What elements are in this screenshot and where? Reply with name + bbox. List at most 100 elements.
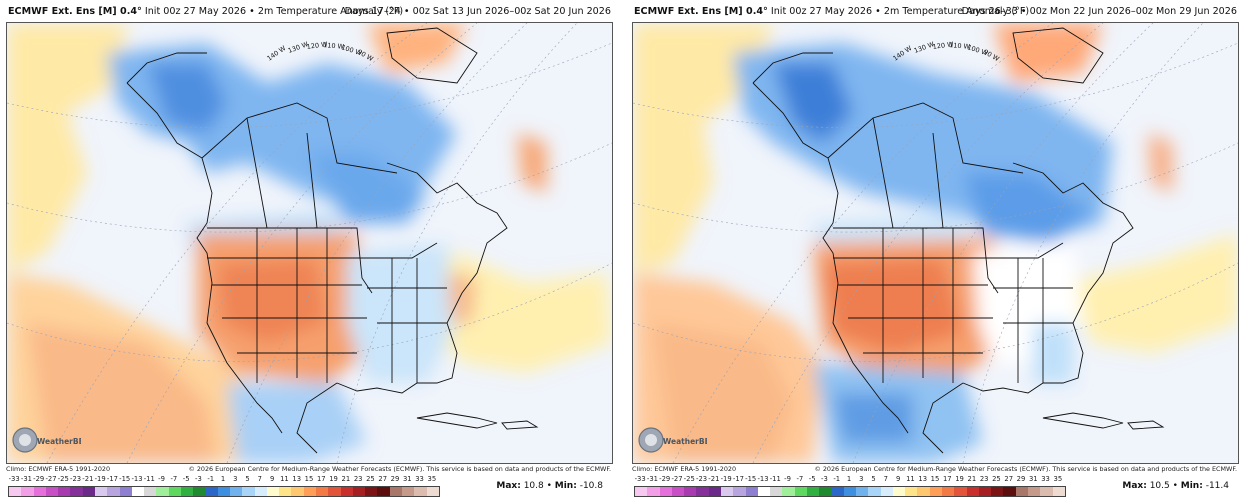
copyright-text: © 2026 European Centre for Medium-Range … (814, 465, 1237, 473)
colorbar-tick-label: -3 (195, 475, 202, 483)
colorbar-swatch (426, 487, 439, 496)
colorbar-swatch (1052, 487, 1065, 496)
colorbar-swatch (70, 487, 83, 496)
weatherbell-logo: WeatherBELL (12, 427, 81, 453)
colorbar: -33 -31 -29 -27 -25 -23 -21 -19 -17 -15 -13 -11 -9 -7… (634, 475, 1066, 501)
lon-label: 120 W (932, 40, 954, 51)
colorbar-tick-label: 13 (292, 475, 302, 483)
colorbar-swatch (230, 487, 243, 496)
colorbar-tick-label: 23 (979, 475, 989, 483)
colorbar-swatch (635, 487, 648, 496)
colorbar-tick-label: 25 (992, 475, 1001, 483)
colorbar-swatch (905, 487, 918, 496)
colorbar-tick-label: 31 (402, 475, 412, 483)
colorbar-tick-label: 5 (871, 475, 876, 483)
forecast-panel-1: ECMWF Ext. Ens [M] 0.4° Init 00z 27 May … (0, 0, 617, 504)
colorbar-tick-label: 21 (341, 475, 351, 483)
colorbar-tick-label: -19 (94, 475, 106, 483)
colorbar-swatch (340, 487, 353, 496)
colorbar-tick-label: 17 (942, 475, 952, 483)
colorbar-tick-label: -21 (708, 475, 720, 483)
colorbar-swatch (21, 487, 34, 496)
valid-period: Days 26–33 • 00z Mon 22 Jun 2026–00z Mon… (961, 6, 1237, 17)
colorbar-swatch (1015, 487, 1028, 496)
colorbar-tick-label: 35 (427, 475, 437, 483)
colorbar-swatch (144, 487, 157, 496)
colorbar-tick-label: -27 (671, 475, 683, 483)
colorbar-swatch (242, 487, 255, 496)
colorbar-tick-label: -11 (769, 475, 781, 483)
colorbar-tick-label: 17 (316, 475, 326, 483)
colorbar-swatch (316, 487, 329, 496)
colorbar-tick-label: 11 (906, 475, 915, 483)
colorbar-tick-label: -31 (646, 475, 658, 483)
colorbar-swatch (892, 487, 906, 496)
colorbar-tick-label: 23 (353, 475, 363, 483)
colorbar-swatch (708, 487, 721, 496)
anomaly-map[interactable]: 140 W 130 W 120 W 110 W 100 W 90 W Weath… (632, 22, 1239, 464)
colorbar-tick-label: 33 (1041, 475, 1050, 483)
colorbar-tick-label: 29 (390, 475, 400, 483)
colorbar-tick-label: -7 (170, 475, 178, 483)
colorbar-tick-label: 15 (930, 475, 940, 483)
colorbar-swatch (328, 487, 341, 496)
colorbar-tick-label: 31 (1028, 475, 1038, 483)
max-value: 10.8 (523, 481, 544, 491)
colorbar-tick-label: -17 (732, 475, 744, 483)
colorbar-swatch (82, 487, 95, 496)
lon-label: 120 W (306, 40, 328, 51)
colorbar-swatch (684, 487, 697, 496)
colorbar-swatch (966, 487, 979, 496)
colorbar-tick-label: -1 (207, 475, 215, 483)
colorbar-swatch (929, 487, 943, 496)
colorbar-swatch (33, 487, 46, 496)
colorbar-swatch (806, 487, 820, 496)
colorbar-swatch (733, 487, 746, 496)
colorbar-swatch (377, 487, 390, 496)
colorbar-tick-label: 13 (918, 475, 928, 483)
colorbar-tick-label: 25 (366, 475, 375, 483)
colorbar-swatch (352, 487, 366, 496)
colorbar-swatch (217, 487, 231, 496)
panel-header: ECMWF Ext. Ens [M] 0.4° Init 00z 27 May … (632, 4, 1237, 20)
climo-credit: Climo: ECMWF ERA-5 1991-2020 (632, 465, 737, 473)
colorbar-tick-label: 1 (846, 475, 852, 483)
weatherbell-logo: WeatherBELL (638, 427, 707, 453)
colorbar-swatch (168, 487, 181, 496)
colorbar-swatch (745, 487, 758, 496)
colorbar-swatch (696, 487, 709, 496)
colorbar-swatch (954, 487, 967, 496)
logo-wordmark: WeatherBELL (663, 437, 707, 446)
map-canvas: 140 W 130 W 120 W 110 W 100 W 90 W (633, 23, 1238, 463)
min-value: -11.4 (1205, 481, 1229, 491)
colorbar-tick-label: -33 (634, 475, 646, 483)
colorbar-swatch (119, 487, 132, 496)
panel-title: ECMWF Ext. Ens [M] 0.4° Init 00z 27 May … (8, 6, 404, 17)
colorbar-tick-label: -15 (119, 475, 131, 483)
colorbar-tick-label: -31 (20, 475, 32, 483)
colorbar-ticks: -33 -31 -29 -27 -25 -23 -21 -19 -17 -15 -13 -11 -9 -7… (8, 475, 438, 485)
lon-label: 110 W (323, 41, 345, 51)
colorbar-swatch (770, 487, 783, 496)
colorbar-tick-label: -1 (833, 475, 841, 483)
colorbar-swatch (917, 487, 930, 496)
colorbar-swatch (978, 487, 992, 496)
colorbar-tick-label: 7 (257, 475, 263, 483)
colorbar-tick-label: -3 (821, 475, 828, 483)
colorbar-swatch (180, 487, 194, 496)
colorbar-swatch (991, 487, 1004, 496)
colorbar-tick-label: 9 (269, 475, 275, 483)
colorbar-swatch (1040, 487, 1053, 496)
max-value: 10.5 (1149, 481, 1170, 491)
colorbar-tick-label: 3 (859, 475, 864, 483)
min-value: -10.8 (579, 481, 603, 491)
colorbar-tick-label: -29 (659, 475, 671, 483)
colorbar-swatch (131, 487, 145, 496)
colorbar-tick-label: -19 (720, 475, 732, 483)
colorbar-tick-label: 1 (220, 475, 226, 483)
colorbar-swatch (720, 487, 734, 496)
anomaly-map[interactable]: 140 W 130 W 120 W 110 W 100 W 90 W Weath… (6, 22, 613, 464)
colorbar-swatch (45, 487, 59, 496)
colorbar-tick-label: -25 (57, 475, 69, 483)
colorbar: -33 -31 -29 -27 -25 -23 -21 -19 -17 -15 -13 -11 -9 -7… (8, 475, 440, 501)
